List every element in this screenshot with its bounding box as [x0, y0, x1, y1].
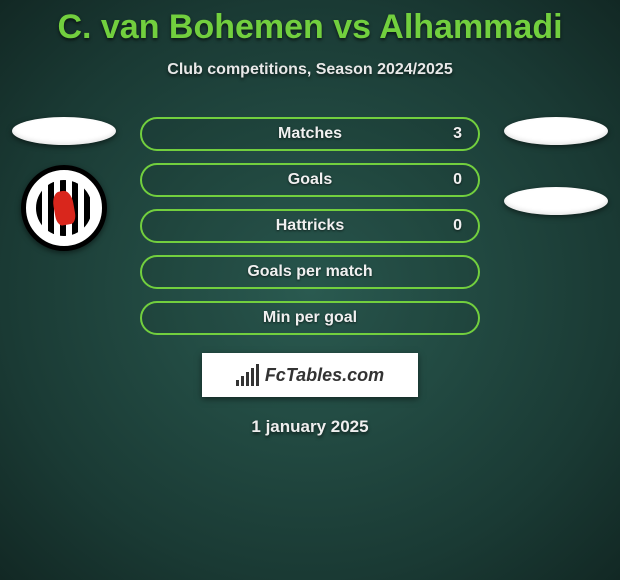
stats-column: Matches 3 Goals 0 Hattricks 0 Goals per …: [140, 117, 480, 335]
right-flag-icon: [504, 117, 608, 145]
stat-label: Goals: [288, 171, 332, 189]
footer-date: 1 january 2025: [0, 417, 620, 437]
page-title: C. van Bohemen vs Alhammadi: [0, 0, 620, 47]
main-content: Matches 3 Goals 0 Hattricks 0 Goals per …: [0, 117, 620, 335]
stat-row-min-per-goal: Min per goal: [140, 301, 480, 335]
stat-right-value: 0: [453, 171, 462, 189]
stat-label: Goals per match: [247, 263, 372, 281]
left-player-column: [8, 117, 120, 251]
stat-label: Matches: [278, 125, 342, 143]
right-club-oval-icon: [504, 187, 608, 215]
right-player-column: [500, 117, 612, 215]
stat-row-goals: Goals 0: [140, 163, 480, 197]
left-club-badge-icon: [21, 165, 107, 251]
brand-link[interactable]: FcTables.com: [202, 353, 418, 397]
stat-row-goals-per-match: Goals per match: [140, 255, 480, 289]
stat-right-value: 3: [453, 125, 462, 143]
page-subtitle: Club competitions, Season 2024/2025: [0, 61, 620, 79]
brand-text: FcTables.com: [265, 365, 384, 386]
left-flag-icon: [12, 117, 116, 145]
brand-bars-icon: [236, 364, 259, 386]
stat-label: Hattricks: [276, 217, 344, 235]
stat-right-value: 0: [453, 217, 462, 235]
stat-label: Min per goal: [263, 309, 357, 327]
stat-row-hattricks: Hattricks 0: [140, 209, 480, 243]
stat-row-matches: Matches 3: [140, 117, 480, 151]
